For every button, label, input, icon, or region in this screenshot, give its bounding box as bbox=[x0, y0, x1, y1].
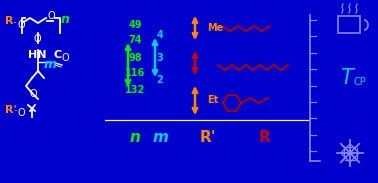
Text: 116: 116 bbox=[125, 68, 145, 78]
Text: O: O bbox=[62, 53, 70, 63]
Text: CP: CP bbox=[353, 77, 366, 87]
Text: R': R' bbox=[5, 105, 17, 115]
Text: HN: HN bbox=[28, 50, 46, 60]
Text: 132: 132 bbox=[125, 85, 145, 95]
Text: Me: Me bbox=[207, 23, 223, 33]
Text: O: O bbox=[17, 20, 25, 30]
Text: 4: 4 bbox=[156, 30, 163, 40]
Text: 2: 2 bbox=[156, 75, 163, 85]
Text: 49: 49 bbox=[128, 20, 142, 30]
Text: R': R' bbox=[200, 130, 216, 145]
Text: m: m bbox=[152, 130, 168, 145]
Text: R: R bbox=[259, 130, 271, 145]
Text: ·: · bbox=[13, 17, 17, 30]
Text: Et: Et bbox=[207, 95, 218, 105]
Text: m: m bbox=[44, 58, 57, 71]
Text: n: n bbox=[61, 13, 70, 26]
Text: $T$: $T$ bbox=[340, 68, 356, 88]
Text: O: O bbox=[48, 11, 56, 21]
Text: O: O bbox=[34, 34, 42, 44]
Text: 98: 98 bbox=[128, 53, 142, 63]
Text: 3: 3 bbox=[156, 53, 163, 63]
Text: R: R bbox=[5, 16, 14, 26]
Text: n: n bbox=[130, 130, 141, 145]
Text: O: O bbox=[29, 89, 37, 99]
Text: 74: 74 bbox=[128, 35, 142, 45]
Text: ·: · bbox=[14, 105, 18, 118]
Text: O: O bbox=[18, 108, 26, 118]
Text: C: C bbox=[53, 50, 61, 60]
